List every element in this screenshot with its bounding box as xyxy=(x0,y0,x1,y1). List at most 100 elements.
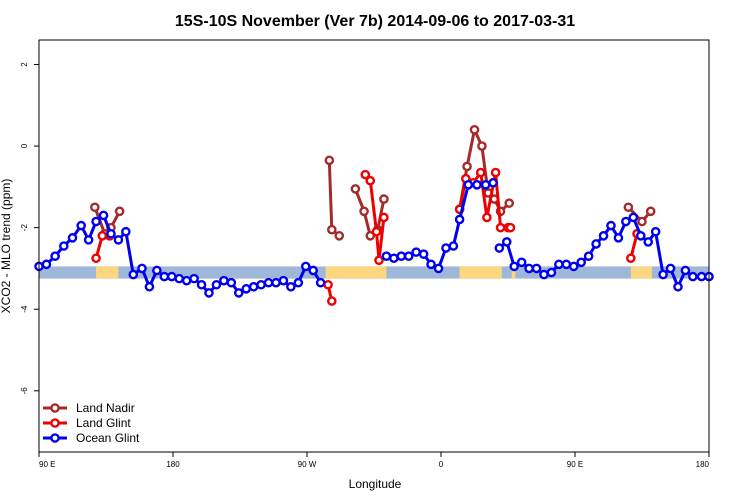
data-point xyxy=(76,220,86,231)
data-point xyxy=(315,277,326,288)
data-point xyxy=(91,253,101,264)
x-tick-label: 90 E xyxy=(567,460,583,469)
land-band-2 xyxy=(459,266,502,279)
data-point xyxy=(159,271,170,282)
data-point xyxy=(539,269,549,280)
legend-label: Land Nadir xyxy=(76,401,135,415)
legend-item: Ocean Glint xyxy=(43,431,140,445)
data-point xyxy=(374,255,384,266)
data-point xyxy=(271,277,281,288)
plot-frame xyxy=(38,39,710,453)
data-point xyxy=(365,175,376,186)
data-point xyxy=(680,265,691,276)
data-point xyxy=(256,279,266,290)
data-point xyxy=(97,231,108,241)
data-point xyxy=(561,259,572,270)
data-point xyxy=(278,275,289,286)
data-point xyxy=(568,261,579,272)
data-point xyxy=(516,257,527,268)
legend-label: Land Glint xyxy=(76,416,131,430)
data-point xyxy=(327,296,337,306)
data-point xyxy=(233,288,244,298)
data-point xyxy=(626,253,636,264)
data-point xyxy=(441,243,451,253)
data-point xyxy=(665,263,676,274)
data-point xyxy=(211,279,222,290)
x-tick-label: 0 xyxy=(439,460,444,469)
data-point xyxy=(114,206,125,217)
land-band-4 xyxy=(630,266,652,279)
data-point xyxy=(488,177,498,188)
x-tick-label: 90 W xyxy=(298,460,317,469)
data-point xyxy=(300,261,311,272)
legend-item: Land Glint xyxy=(43,416,131,430)
data-point xyxy=(365,231,376,241)
data-point xyxy=(152,265,162,276)
data-point xyxy=(263,277,274,288)
data-point xyxy=(128,269,139,280)
data-point xyxy=(645,206,656,217)
land-band-0 xyxy=(96,266,119,279)
x-tick-label: 180 xyxy=(166,460,180,469)
data-point xyxy=(635,231,646,241)
data-point xyxy=(59,241,69,251)
data-point xyxy=(688,271,698,282)
y-tick-label: -6 xyxy=(20,387,29,395)
data-point xyxy=(241,284,252,294)
data-point xyxy=(650,226,661,237)
data-point xyxy=(226,277,237,288)
data-point xyxy=(327,224,337,235)
data-point xyxy=(174,273,185,284)
data-point xyxy=(501,237,512,247)
data-point xyxy=(379,194,389,204)
data-point xyxy=(509,261,520,272)
data-point xyxy=(121,226,131,237)
data-point xyxy=(495,222,506,233)
data-point xyxy=(379,212,389,223)
data-point xyxy=(673,281,683,292)
y-axis: 2 0 -2 -4 -6 xyxy=(20,62,39,395)
data-point xyxy=(591,239,601,249)
data-point xyxy=(696,271,707,282)
land-band-1 xyxy=(325,266,387,279)
data-point xyxy=(462,161,472,172)
data-point xyxy=(531,263,542,274)
data-point xyxy=(490,167,501,178)
data-point xyxy=(196,279,207,290)
data-point xyxy=(204,288,214,298)
data-point xyxy=(403,251,414,261)
data-point xyxy=(482,212,492,223)
legend-marker xyxy=(50,403,60,413)
data-point xyxy=(323,279,333,290)
data-point xyxy=(475,167,486,178)
data-point xyxy=(480,180,491,190)
data-point xyxy=(360,169,371,180)
data-point xyxy=(371,226,382,237)
data-point xyxy=(67,233,78,243)
chart-title: 15S-10S November (Ver 7b) 2014-09-06 to … xyxy=(175,13,575,30)
y-tick-label: 2 xyxy=(20,62,29,67)
data-point xyxy=(621,216,631,227)
data-point xyxy=(106,228,116,239)
data-point xyxy=(583,251,594,261)
data-point xyxy=(643,237,654,247)
data-point xyxy=(598,231,609,241)
y-tick-label: -4 xyxy=(20,305,29,313)
series-0-line-1 xyxy=(327,160,341,237)
data-point xyxy=(98,210,109,221)
data-point xyxy=(286,281,296,292)
legend-marker xyxy=(50,433,60,443)
y-axis-label: XCO2 - MLO trend (ppm) xyxy=(0,179,13,314)
data-point xyxy=(463,180,474,190)
legend-marker xyxy=(50,418,60,428)
x-axis: 90 E 180 90 W 0 90 E 180 xyxy=(38,452,710,469)
plot-area xyxy=(34,124,714,306)
data-point xyxy=(658,269,668,280)
data-point xyxy=(389,253,399,264)
data-point xyxy=(137,263,147,274)
data-point xyxy=(524,263,534,274)
data-point xyxy=(504,198,515,208)
data-point xyxy=(613,233,624,243)
